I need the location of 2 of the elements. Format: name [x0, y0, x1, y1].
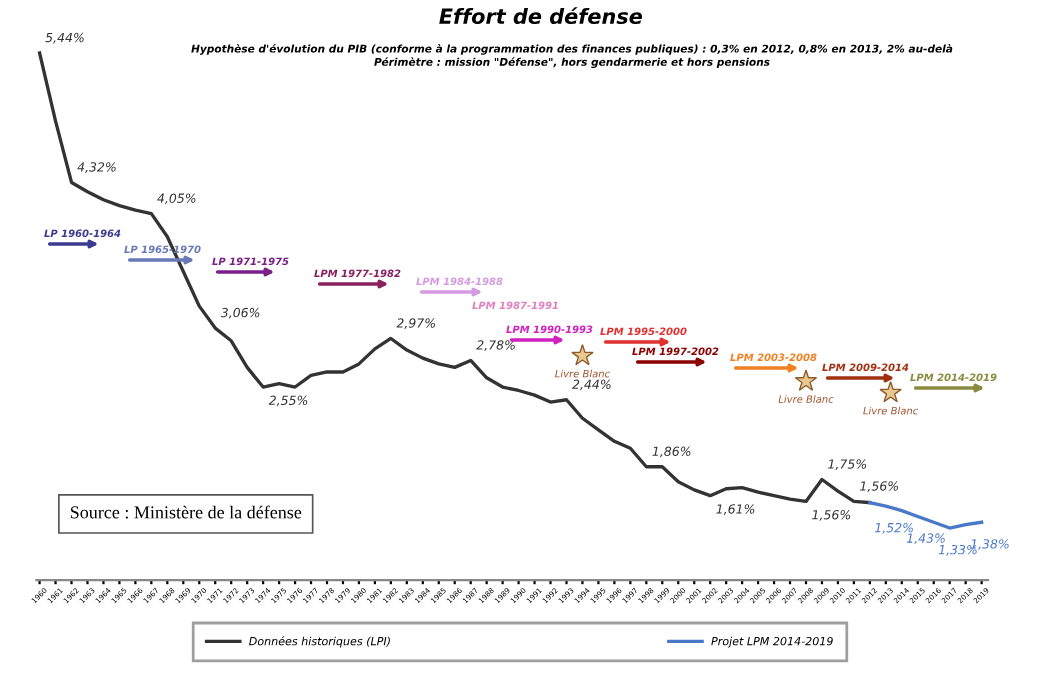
chart-title: Effort de défense	[439, 7, 643, 25]
annotation: Source : Ministère de la défense	[70, 505, 302, 519]
